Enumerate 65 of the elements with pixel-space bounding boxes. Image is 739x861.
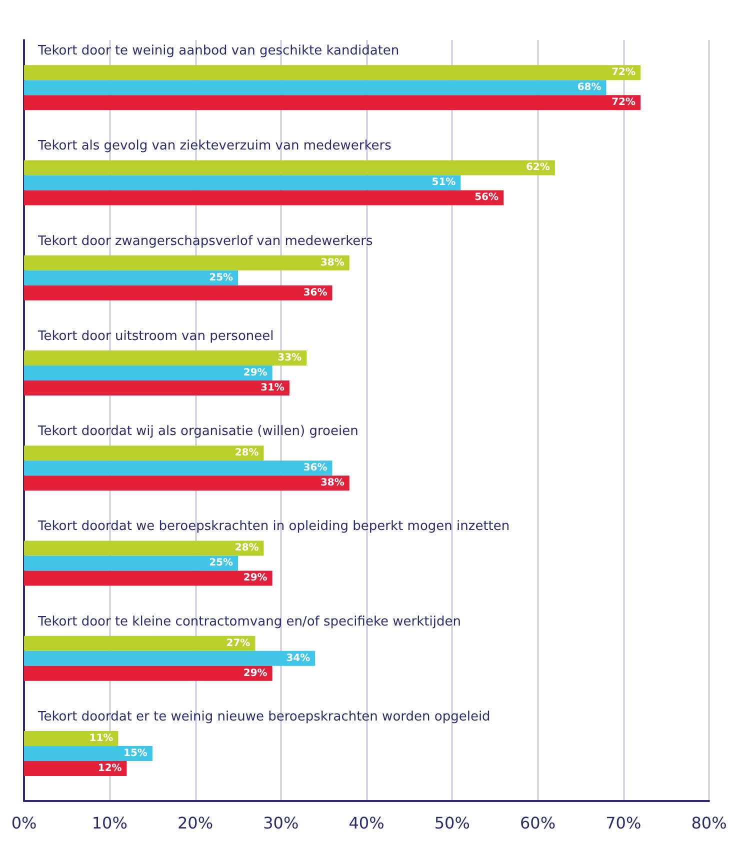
bar (24, 636, 256, 651)
x-tick-label: 20% (177, 814, 214, 832)
bar (24, 666, 272, 681)
x-tick-label: 80% (691, 814, 727, 832)
data-label: 38% (320, 478, 344, 489)
bar (24, 175, 461, 190)
data-label: 31% (260, 382, 284, 394)
data-label: 38% (320, 257, 344, 268)
data-label: 15% (124, 748, 148, 759)
y-tick-label: Tekort als gevolg van ziekteverzuim van medewerkers (37, 138, 392, 154)
bar (24, 350, 307, 366)
y-tick-label: Tekort door te kleine contractomvang en/of specifieke werktijden (37, 614, 461, 630)
bar (24, 190, 504, 206)
x-tick-label: 30% (263, 814, 299, 832)
bar (24, 65, 640, 80)
bar (24, 556, 238, 571)
bar (24, 570, 272, 586)
data-label: 25% (209, 558, 234, 569)
data-label: 28% (234, 448, 259, 459)
bar (24, 746, 152, 761)
data-label: 11% (89, 732, 114, 744)
data-label: 29% (243, 572, 268, 584)
x-tick-label: 10% (92, 814, 128, 832)
data-label: 33% (278, 352, 302, 364)
data-label: 28% (234, 542, 259, 554)
data-label: 34% (286, 652, 310, 664)
bar (24, 760, 127, 776)
y-tick-label: Tekort doordat we beroepskrachten in opleiding beperkt mogen inzetten (37, 519, 510, 534)
data-label: 68% (577, 82, 602, 94)
data-label: 51% (432, 177, 456, 188)
data-label: 72% (612, 97, 636, 108)
bar (24, 160, 555, 176)
data-label: 62% (526, 162, 550, 174)
x-tick-label: 40% (348, 814, 384, 832)
x-tick-label: 50% (434, 814, 470, 832)
data-label: 56% (474, 192, 498, 204)
bar (24, 540, 264, 556)
x-tick-label: 60% (520, 814, 556, 832)
y-tick-label: Tekort door zwangerschapsverlof van medewerkers (37, 234, 373, 249)
x-tick-label: 0% (11, 814, 37, 832)
data-label: 36% (303, 462, 328, 474)
y-tick-label: Tekort door te weinig aanbod van geschikte kandidaten (37, 44, 400, 59)
bar (24, 255, 350, 270)
y-tick-label: Tekort doordat er te weinig nieuwe beroepskrachten worden opgeleid (37, 709, 490, 724)
bar (24, 730, 118, 746)
bar (24, 285, 332, 300)
bar (24, 446, 264, 461)
bar (24, 80, 606, 96)
bar (24, 95, 640, 110)
data-label: 36% (303, 287, 328, 298)
y-tick-label: Tekort door uitstroom van personeel (37, 328, 274, 344)
bar (24, 270, 238, 286)
y-tick-label: Tekort doordat wij als organisatie (willen) groeien (37, 424, 358, 440)
bar (24, 460, 332, 476)
data-label: 27% (226, 638, 250, 649)
bar (24, 380, 290, 396)
bar (24, 650, 316, 666)
data-label: 29% (243, 668, 268, 679)
bar (24, 365, 272, 380)
x-tick-label: 70% (606, 814, 642, 832)
data-label: 25% (209, 272, 234, 284)
data-label: 12% (98, 762, 122, 774)
data-label: 29% (243, 367, 268, 378)
bar (24, 476, 350, 491)
data-label: 72% (612, 67, 636, 78)
